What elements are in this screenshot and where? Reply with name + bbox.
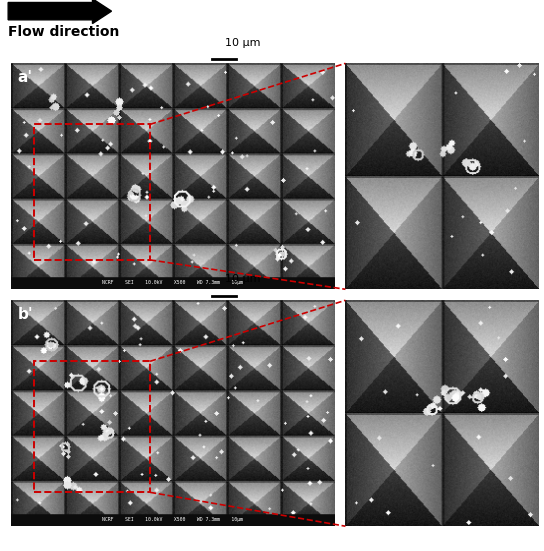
Text: b': b' <box>17 307 33 322</box>
Text: NCRF    SEI    10.0kV    X500    WD 7.3mm    10μm: NCRF SEI 10.0kV X500 WD 7.3mm 10μm <box>102 517 243 522</box>
FancyArrow shape <box>8 0 112 24</box>
Text: Flow direction: Flow direction <box>8 25 120 39</box>
Text: NCRF    SEI    10.0kV    X500    WD 7.3mm    10μm: NCRF SEI 10.0kV X500 WD 7.3mm 10μm <box>102 280 243 285</box>
Text: 10 μm: 10 μm <box>225 37 260 47</box>
Bar <box>34 361 150 493</box>
Text: a': a' <box>17 70 33 85</box>
Bar <box>34 125 150 260</box>
Text: 10 μm: 10 μm <box>225 274 260 284</box>
